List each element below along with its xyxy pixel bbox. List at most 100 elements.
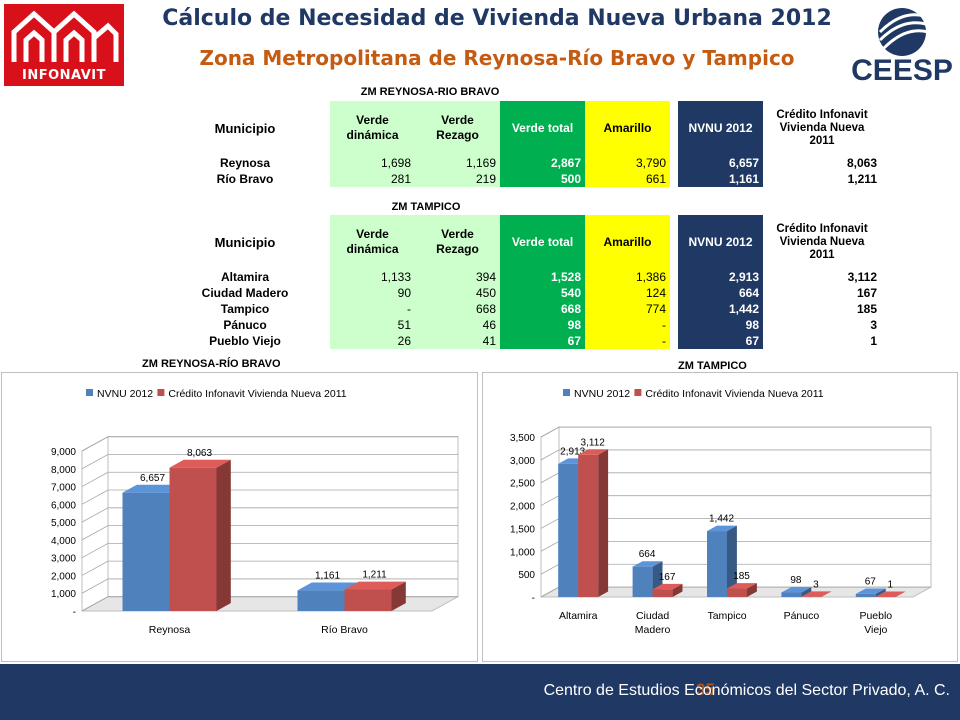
cell-amarillo: 124 <box>585 285 670 301</box>
y-tick-label: 2,000 <box>51 571 76 582</box>
gridline <box>540 426 931 438</box>
cell-verde-total: 1,528 <box>500 269 585 285</box>
bar-side <box>391 581 406 611</box>
gridline <box>81 436 458 452</box>
cell-amarillo: 774 <box>585 301 670 317</box>
table-header-row: Municipio Verde dinámica Verde Rezago Ve… <box>160 101 881 155</box>
cell-credito: 185 <box>856 301 877 316</box>
header-nvnu: NVNU 2012 <box>678 101 763 155</box>
legend-swatch <box>634 389 642 396</box>
table-header-row: Municipio Verde dinámica Verde Rezago Ve… <box>160 215 881 269</box>
gridline <box>81 507 458 523</box>
header-verde-total: Verde total <box>500 215 585 269</box>
ceesp-logo-text: CEESP <box>851 54 953 87</box>
chart-tampico: -5001,0001,5002,0002,5003,0003,5002,9133… <box>510 388 932 636</box>
y-tick-label: - <box>532 593 535 604</box>
data-label: 185 <box>733 571 750 582</box>
cell-verde-rezago: 219 <box>415 171 500 187</box>
data-label: 664 <box>639 549 656 560</box>
cell-credito: 1 <box>870 333 877 348</box>
bar-top <box>122 484 184 493</box>
page-title: Cálculo de Necesidad de Vivienda Nueva U… <box>162 6 832 31</box>
bar-front <box>122 492 170 611</box>
cell-municipio: Altamira <box>220 269 270 284</box>
bar-front <box>169 467 217 611</box>
data-label: 1,442 <box>709 514 734 525</box>
legend-label: Crédito Infonavit Vivienda Nueva 2011 <box>168 388 346 400</box>
cell-verde-rezago: 1,169 <box>415 155 500 171</box>
bar-side <box>801 587 812 597</box>
header-verde-dinamica: Verde dinámica <box>330 101 415 155</box>
x-tick-label: Ciudad <box>636 610 669 622</box>
x-tick-label: Río Bravo <box>321 624 368 636</box>
chart-reynosa: - 1,000 2,000 3,000 4,000 5,000 6,000 7,000 8,00… <box>51 388 459 636</box>
cell-credito: 167 <box>856 285 877 300</box>
y-tick-label: 2,000 <box>510 502 535 513</box>
gridline <box>540 449 931 461</box>
data-label: 6,657 <box>140 473 165 484</box>
y-tick-label: 4,000 <box>51 536 76 547</box>
gridline <box>81 489 458 505</box>
chart-side-wall <box>81 435 109 612</box>
infonavit-logo: INFONAVIT <box>4 4 124 86</box>
cell-nvnu: 1,442 <box>678 301 763 317</box>
infonavit-logo-text: INFONAVIT <box>22 68 106 83</box>
table-row: Reynosa 1,698 1,169 2,867 3,790 6,657 8,063 <box>160 155 881 171</box>
chart-back-wall <box>558 426 932 588</box>
cell-credito: 1,211 <box>847 171 877 186</box>
cell-nvnu: 67 <box>678 333 763 349</box>
data-label: 2,913 <box>560 446 585 457</box>
cell-municipio: Reynosa <box>219 155 271 170</box>
cell-verde-total: 2,867 <box>500 155 585 171</box>
bar-front <box>297 590 345 611</box>
y-tick-label: 5,000 <box>51 518 76 529</box>
gridline <box>81 454 458 470</box>
header-nvnu: NVNU 2012 <box>678 215 763 269</box>
bar-top <box>344 581 406 590</box>
legend-swatch <box>563 389 570 396</box>
table-reynosa: Municipio Verde dinámica Verde Rezago Ve… <box>160 101 881 187</box>
legend-label: NVNU 2012 <box>97 388 153 400</box>
bar-front <box>632 566 653 597</box>
bar-front <box>344 589 392 611</box>
cell-verde-rezago: 668 <box>415 301 500 317</box>
bar-side <box>747 583 757 597</box>
data-label: 98 <box>790 575 802 586</box>
legend-swatch <box>86 389 93 396</box>
infonavit-houses-icon <box>11 10 119 62</box>
data-label: 1,211 <box>362 570 387 581</box>
cell-verde-rezago: 41 <box>415 333 500 349</box>
chart-tampico-panel: -500 1,000 1,500 2,000 2,500 3,000 3,500 2,913 3… <box>482 372 958 662</box>
header-municipio: Municipio <box>214 120 276 136</box>
header-credito: Crédito Infonavit Vivienda Nueva 2011 <box>776 108 868 147</box>
header-verde-total: Verde total <box>500 101 585 155</box>
bar-front <box>652 589 673 597</box>
ceesp-logo: CEESP <box>850 4 954 92</box>
cell-amarillo: - <box>585 333 670 349</box>
y-tick-label: 1,000 <box>510 547 535 558</box>
bar-front <box>727 588 747 597</box>
table-row: Pueblo Viejo 26 41 67-67 1 <box>160 333 881 349</box>
header-municipio: Municipio <box>214 234 276 250</box>
data-label: 8,063 <box>187 448 212 459</box>
footer-bar: 35 Centro de Estudios Económicos del Sec… <box>0 664 960 720</box>
legend-label: NVNU 2012 <box>574 388 630 400</box>
table-tampico-title: ZM TAMPICO <box>391 201 461 213</box>
legend-label: Crédito Infonavit Vivienda Nueva 2011 <box>645 388 823 400</box>
cell-nvnu: 6,657 <box>678 155 763 171</box>
cell-amarillo: 1,386 <box>585 269 670 285</box>
table-row: Río Bravo 281 219 500 661 1,161 1,211 <box>160 171 881 187</box>
cell-verde-dinamica: 90 <box>330 285 415 301</box>
y-tick-label: 500 <box>518 570 535 581</box>
ceesp-globe-icon <box>878 8 929 56</box>
gridline <box>81 542 458 559</box>
bar-side <box>598 449 609 597</box>
footer-text: Centro de Estudios Económicos del Sector… <box>543 682 950 699</box>
bar-side <box>672 583 683 597</box>
cell-municipio: Pánuco <box>223 317 267 332</box>
legend-swatch <box>157 389 165 396</box>
bar-top <box>297 582 359 591</box>
x-tick-label: Viejo <box>864 624 887 636</box>
bar-front <box>558 463 579 597</box>
